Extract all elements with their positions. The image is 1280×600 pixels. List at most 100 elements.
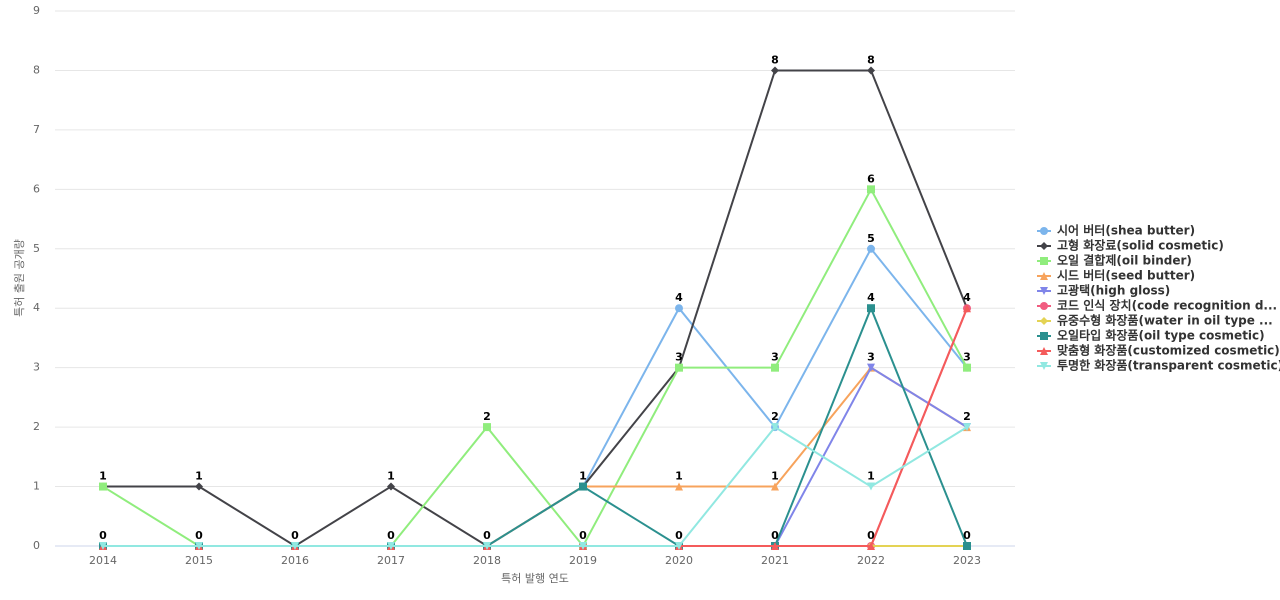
data-point (963, 363, 971, 372)
data-label: 4 (867, 291, 875, 304)
data-label: 0 (195, 529, 203, 542)
data-label: 3 (675, 351, 683, 364)
data-point (963, 423, 971, 432)
x-tick-label: 2023 (953, 554, 981, 567)
data-label: 8 (771, 53, 779, 66)
x-tick-label: 2018 (473, 554, 501, 567)
data-point (579, 482, 587, 491)
legend-marker (1040, 227, 1048, 235)
data-point (291, 542, 299, 550)
data-label: 1 (387, 470, 395, 483)
data-point (867, 304, 875, 313)
data-label: 3 (771, 351, 779, 364)
data-label: 4 (963, 291, 971, 304)
data-point (675, 304, 683, 313)
data-label: 1 (195, 470, 203, 483)
data-point (675, 542, 683, 550)
data-point (675, 482, 683, 491)
data-point (771, 423, 779, 432)
legend-label: 코드 인식 장치(code recognition d... (1057, 298, 1277, 313)
data-label: 2 (483, 410, 491, 423)
data-label: 1 (99, 470, 107, 483)
data-label: 0 (675, 529, 683, 542)
legend-label: 유중수형 화장품(water in oil type ... (1057, 313, 1273, 328)
legend-label: 오일 결합제(oil binder) (1057, 253, 1192, 268)
legend-item[interactable]: 시어 버터(shea butter) (1037, 223, 1195, 238)
legend-label: 고형 화장료(solid cosmetic) (1057, 238, 1224, 253)
legend-label: 고광택(high gloss) (1057, 283, 1170, 298)
series-line (103, 425, 968, 547)
data-point (579, 542, 587, 550)
data-point (483, 542, 491, 550)
data-label: 0 (99, 529, 107, 542)
data-label: 8 (867, 53, 875, 66)
data-point (387, 542, 395, 550)
data-label: 1 (867, 470, 875, 483)
legend-label: 시드 버터(seed butter) (1057, 268, 1195, 283)
data-point (867, 185, 875, 194)
y-axis-title: 특허 출원 공개량 (13, 239, 26, 317)
y-tick-label: 8 (33, 63, 40, 76)
x-tick-label: 2022 (857, 554, 885, 567)
legend-item[interactable]: 오일타입 화장품(oil type cosmetic) (1037, 328, 1265, 343)
data-point (867, 363, 875, 372)
data-label: 5 (867, 232, 875, 245)
data-label: 6 (867, 172, 875, 185)
data-label: 2 (963, 410, 971, 423)
legend-marker (1040, 242, 1048, 250)
data-label: 0 (291, 529, 299, 542)
legend-item[interactable]: 고광택(high gloss) (1037, 283, 1170, 298)
legend-item[interactable]: 시드 버터(seed butter) (1037, 268, 1195, 283)
data-label: 0 (963, 529, 971, 542)
legend-item[interactable]: 맞춤형 화장품(customized cosmetic) (1037, 343, 1280, 358)
legend-item[interactable]: 코드 인식 장치(code recognition d... (1037, 298, 1277, 313)
data-label: 3 (867, 351, 875, 364)
data-label: 0 (387, 529, 395, 542)
legend-item[interactable]: 오일 결합제(oil binder) (1037, 253, 1192, 268)
legend-item[interactable]: 투명한 화장품(transparent cosmetic) (1037, 358, 1280, 373)
legend-label: 맞춤형 화장품(customized cosmetic) (1057, 343, 1280, 358)
data-point (867, 66, 875, 75)
legend-marker (1040, 302, 1048, 310)
y-tick-label: 1 (33, 480, 40, 493)
data-label: 0 (579, 529, 587, 542)
y-tick-label: 3 (33, 361, 40, 374)
x-tick-label: 2017 (377, 554, 405, 567)
data-point (771, 66, 779, 75)
data-label: 4 (675, 291, 683, 304)
data-point (771, 363, 779, 372)
data-label: 1 (771, 470, 779, 483)
legend-item[interactable]: 고형 화장료(solid cosmetic) (1037, 238, 1224, 253)
data-point (387, 482, 395, 491)
series-line (103, 366, 968, 547)
y-tick-label: 9 (33, 4, 40, 17)
data-point (771, 482, 779, 491)
legend-label: 투명한 화장품(transparent cosmetic) (1057, 358, 1280, 373)
y-tick-label: 0 (33, 539, 40, 552)
x-tick-label: 2020 (665, 554, 693, 567)
data-point (963, 542, 971, 550)
data-point (195, 482, 203, 491)
y-tick-label: 2 (33, 420, 40, 433)
y-tick-label: 7 (33, 123, 40, 136)
y-tick-label: 6 (33, 182, 40, 195)
data-label: 3 (963, 351, 971, 364)
y-tick-label: 4 (33, 301, 40, 314)
series-line (103, 366, 968, 547)
legend-marker (1040, 332, 1048, 340)
x-tick-label: 2019 (569, 554, 597, 567)
legend-item[interactable]: 유중수형 화장품(water in oil type ... (1037, 313, 1273, 328)
legend-marker (1040, 317, 1048, 325)
data-point (483, 423, 491, 432)
legend-marker (1040, 272, 1048, 280)
legend-label: 시어 버터(shea butter) (1057, 223, 1195, 238)
data-label: 0 (483, 529, 491, 542)
data-label: 1 (579, 470, 587, 483)
data-point (99, 482, 107, 491)
x-tick-label: 2014 (89, 554, 117, 567)
data-label: 2 (771, 410, 779, 423)
data-point (867, 542, 875, 550)
x-tick-label: 2015 (185, 554, 213, 567)
legend-marker (1040, 347, 1048, 355)
